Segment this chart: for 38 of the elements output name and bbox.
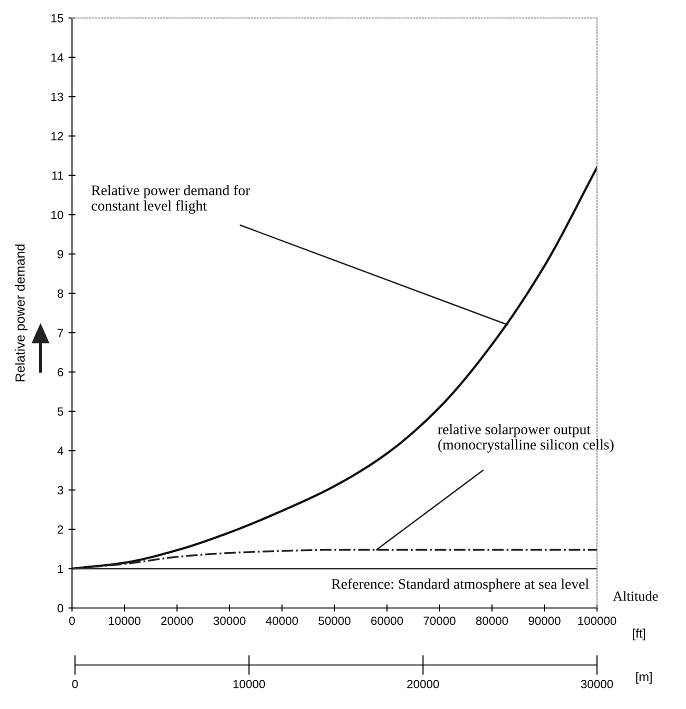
x-tick-label: 40000: [266, 616, 298, 626]
x-tick-label: 0: [69, 616, 75, 626]
y-tick-label: 10: [51, 210, 64, 220]
y-tick-label: 11: [52, 171, 64, 180]
x-tick-label: 50000: [318, 616, 350, 626]
y-tick-label: 5: [58, 407, 64, 416]
x-tick-label: 100000: [578, 616, 616, 626]
annotation: relative solarpower output (monocrystalline silicon cells): [438, 424, 614, 453]
x-tick-label: 90000: [528, 616, 560, 626]
y-tick-label: 1: [58, 564, 64, 573]
y-tick-label: 6: [58, 368, 64, 376]
x2-tick-label: 30000: [581, 680, 613, 688]
y-tick-label: 8: [58, 289, 64, 298]
x-tick-label: 70000: [424, 616, 456, 626]
y-tick-label: 2: [58, 525, 64, 534]
x2-axis-title: [m]: [636, 672, 652, 684]
x2-tick-label: 0: [72, 680, 78, 688]
x-tick-label: 30000: [214, 616, 246, 626]
ref-line-label: Reference: Standard atmosphere at sea level: [332, 578, 589, 592]
text: Altitude: [612, 591, 658, 601]
y-tick-label: 3: [58, 486, 64, 494]
x-tick-label: 20000: [161, 616, 193, 626]
annotation: Relative power demand for constant level flight: [92, 184, 250, 214]
y-axis-title: Relative power demand: [15, 244, 28, 382]
y-tick-label: 13: [51, 92, 64, 102]
y-tick-label: 4: [57, 446, 64, 455]
y-tick-label: 7: [58, 328, 64, 337]
x-axis-title: [ft]: [632, 628, 646, 640]
y-tick-label: 12: [51, 132, 64, 140]
x2-tick-label: 20000: [407, 680, 439, 688]
x-tick-label: 60000: [371, 616, 403, 626]
y-tick-label: 14: [51, 53, 64, 62]
y-tick-label: 0: [58, 604, 64, 612]
y-tick-label: 15: [51, 14, 64, 22]
x2-tick-label: 10000: [233, 680, 265, 688]
y-tick-label: 9: [58, 250, 64, 258]
x-tick-label: 10000: [108, 616, 140, 626]
x-tick-label: 80000: [476, 616, 508, 626]
